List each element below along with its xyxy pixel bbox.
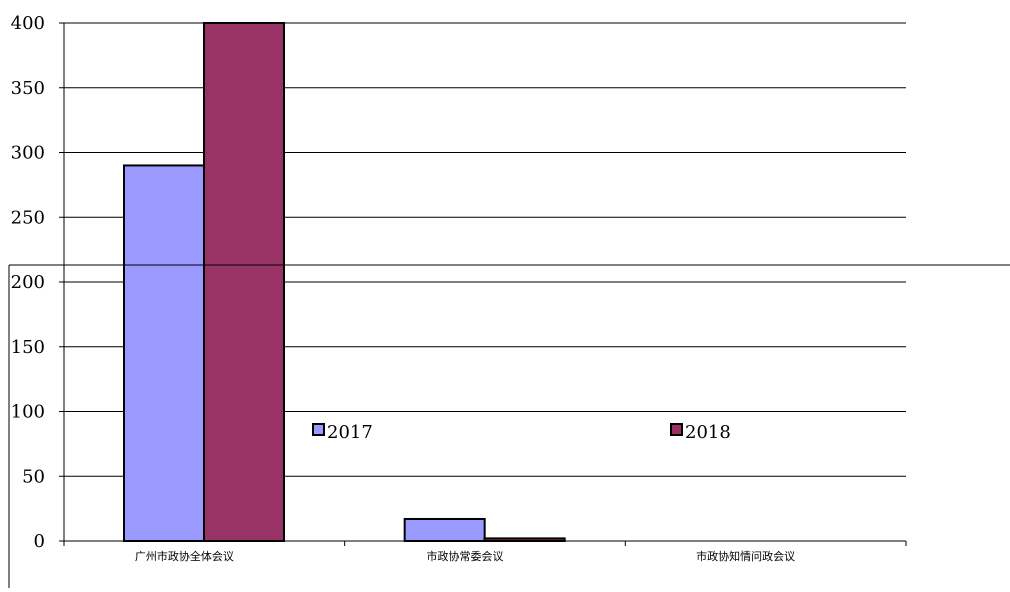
legend-swatch-2017 [312, 423, 325, 436]
y-tick-label: 300 [11, 143, 45, 164]
y-tick-label: 100 [11, 402, 45, 423]
bar-2017 [123, 164, 205, 542]
legend-swatch-2018 [670, 423, 683, 436]
bar-2017 [403, 517, 486, 542]
y-tick-label: 350 [11, 78, 45, 99]
x-tick-label: 市政协知情问政会议 [696, 549, 795, 563]
tick-labels: 0 50 100 150 200 250 300 350 400 广州市政协全体会议 市政协常委会议… [11, 13, 796, 563]
bars [123, 22, 566, 542]
x-tick-label: 市政协常委会议 [427, 549, 504, 563]
legend: 2017 2018 [8, 264, 1010, 588]
x-tick-label: 广州市政协全体会议 [135, 549, 234, 563]
axes [59, 22, 907, 546]
y-tick-label: 200 [11, 272, 45, 293]
legend-label-2017: 2017 [327, 422, 373, 443]
y-tick-label: 0 [34, 531, 45, 552]
bar-2018 [203, 22, 285, 542]
y-tick-label: 150 [11, 337, 45, 358]
legend-label-2018: 2018 [685, 422, 731, 443]
y-tick-label: 250 [11, 207, 45, 228]
y-tick-label: 400 [11, 13, 45, 34]
y-tick-label: 50 [22, 466, 45, 487]
